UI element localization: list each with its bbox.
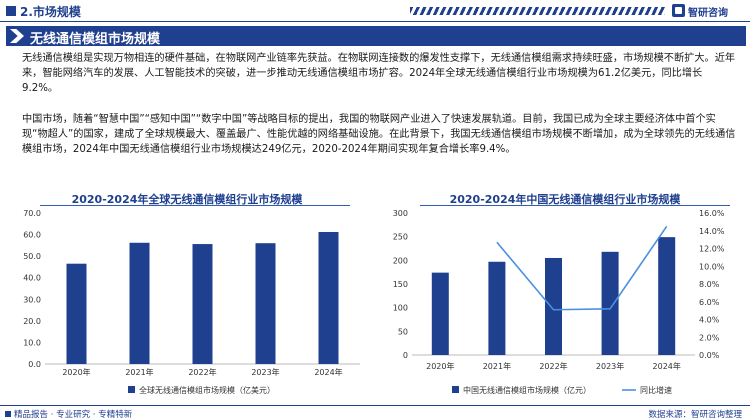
- legend-label: 同比增速: [640, 385, 672, 395]
- y2-tick-label: 4.0%: [699, 316, 720, 325]
- y-tick-label: 30.0: [23, 295, 41, 304]
- x-tick-label: 2024年: [653, 361, 681, 371]
- decorative-stripes: [410, 7, 665, 15]
- bar: [488, 261, 506, 355]
- paragraph-china: 中国市场，随着“智慧中国”“感知中国”“数字中国”等战略目标的提出，我国的物联网…: [22, 114, 736, 156]
- y2-tick-label: 0.0%: [699, 351, 720, 360]
- title-band: 无线通信模组市场规模: [6, 26, 746, 47]
- bar: [658, 237, 676, 355]
- legend-swatch: [128, 386, 135, 393]
- y-tick-label: 50: [398, 327, 408, 336]
- chart-title-china: 2020-2024年中国无线通信模组行业市场规模: [449, 193, 681, 206]
- y-tick-label: 0: [403, 351, 408, 360]
- page-title: 无线通信模组市场规模: [30, 32, 161, 47]
- company-logo-icon: [672, 4, 685, 17]
- x-tick-label: 2023年: [596, 361, 624, 371]
- x-tick-label: 2024年: [314, 367, 342, 377]
- y-tick-label: 70.0: [23, 209, 41, 218]
- y2-tick-label: 16.0%: [699, 209, 725, 218]
- y2-tick-label: 10.0%: [699, 262, 725, 271]
- footer-left: 精品报告 · 专业研究 · 专精特新: [5, 408, 132, 420]
- bar: [601, 251, 619, 355]
- y-tick-label: 150: [393, 280, 408, 289]
- x-tick-label: 2023年: [251, 367, 279, 377]
- bar: [129, 242, 150, 364]
- top-bar: 2.市场规模 智研咨询: [0, 0, 750, 22]
- y-tick-label: 50.0: [23, 252, 41, 261]
- bar: [255, 243, 276, 364]
- y2-tick-label: 6.0%: [699, 298, 720, 307]
- y-tick-label: 200: [393, 256, 408, 265]
- bar: [192, 244, 213, 364]
- legend-swatch: [452, 386, 459, 393]
- legend-label: 中国无线通信模组市场规模（亿元）: [463, 385, 591, 395]
- chart-title-global: 2020-2024年全球无线通信模组行业市场规模: [71, 193, 303, 206]
- bar: [66, 263, 87, 364]
- y2-tick-label: 2.0%: [699, 333, 720, 342]
- paragraph-global: 无线通信模组是实现万物相连的硬件基础，在物联网产业链率先获益。在物联网连接数的爆…: [22, 53, 736, 95]
- x-tick-label: 2020年: [426, 361, 454, 371]
- brand-name: 智研咨询: [688, 8, 728, 19]
- x-tick-label: 2020年: [62, 367, 90, 377]
- x-tick-label: 2021年: [483, 361, 511, 371]
- section-label: 2.市场规模: [20, 5, 81, 19]
- footer-source: 数据来源：智研咨询整理: [648, 410, 742, 420]
- y-tick-label: 300: [393, 209, 408, 218]
- bar: [318, 231, 339, 364]
- footer-divider: [0, 405, 750, 406]
- y-tick-label: 60.0: [23, 231, 41, 240]
- section-square-icon: [6, 6, 16, 16]
- y-tick-label: 0.0: [28, 360, 41, 369]
- x-tick-label: 2022年: [539, 361, 567, 371]
- bar: [431, 272, 449, 355]
- y2-tick-label: 14.0%: [699, 227, 725, 236]
- legend-label: 全球无线通信模组市场规模（亿美元）: [139, 385, 275, 395]
- footer-slogan: 精品报告 · 专业研究 · 专精特新: [14, 410, 133, 420]
- header-divider: [0, 21, 750, 22]
- y-tick-label: 40.0: [23, 274, 41, 283]
- x-tick-label: 2022年: [188, 367, 216, 377]
- y-tick-label: 20.0: [23, 317, 41, 326]
- chart-title-underline: [40, 205, 350, 206]
- bar: [545, 257, 562, 355]
- footer-square-icon: [5, 411, 11, 417]
- y2-tick-label: 12.0%: [699, 245, 725, 254]
- x-tick-label: 2021年: [125, 367, 153, 377]
- y2-tick-label: 8.0%: [699, 280, 720, 289]
- chart-title-underline: [420, 205, 730, 206]
- y-tick-label: 100: [393, 304, 408, 313]
- growth-rate-line: [496, 225, 668, 311]
- y-tick-label: 10.0: [23, 338, 41, 347]
- y-tick-label: 250: [393, 233, 408, 242]
